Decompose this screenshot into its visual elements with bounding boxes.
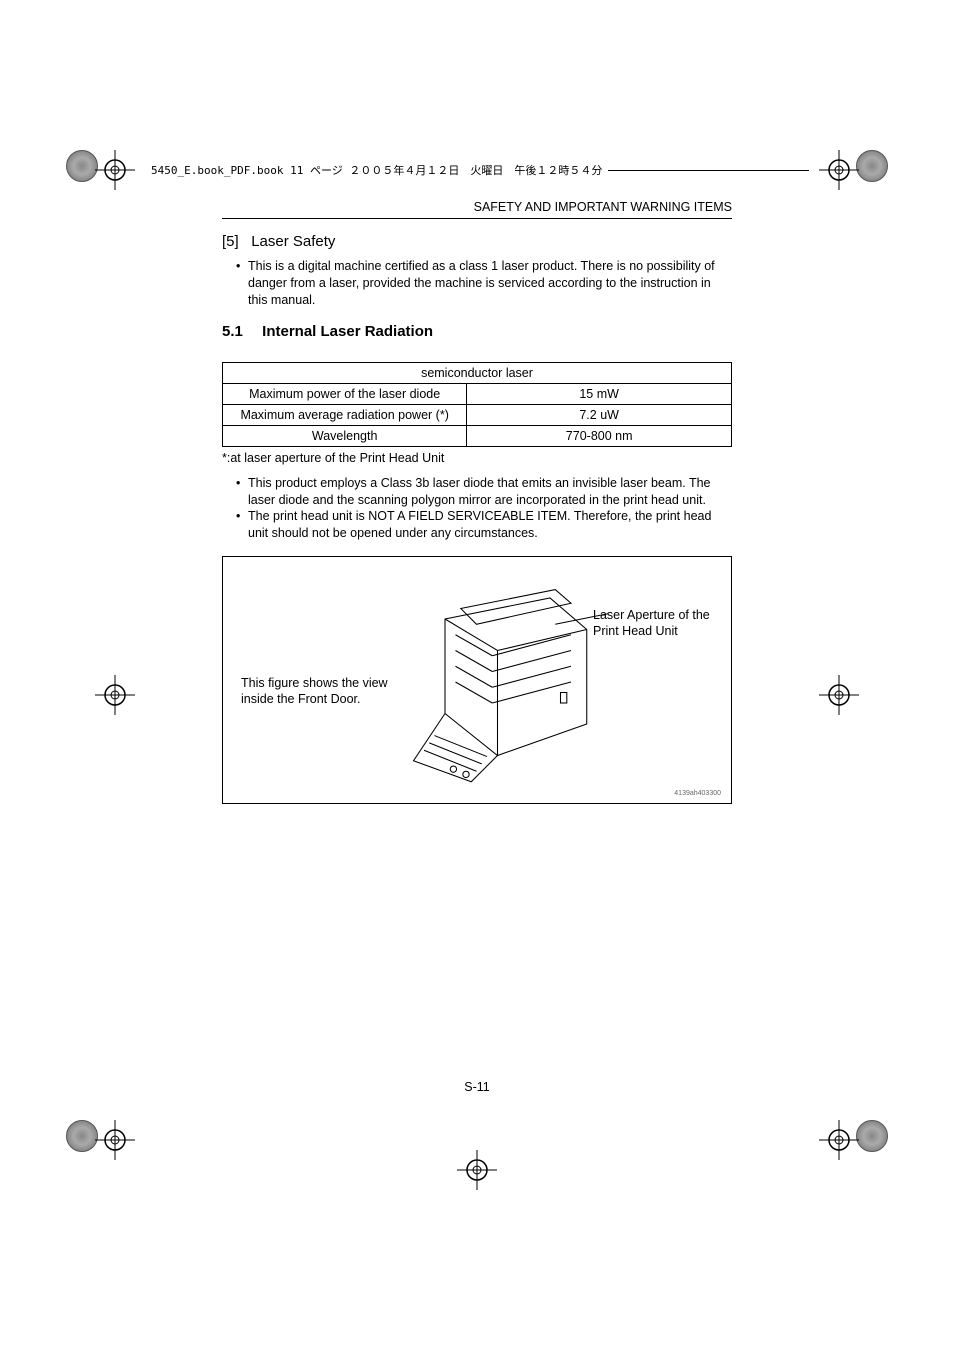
spec-table: semiconductor laser Maximum power of the… xyxy=(222,362,732,447)
table-footnote: *:at laser aperture of the Print Head Un… xyxy=(222,451,732,465)
table-row: Maximum average radiation power (*) 7.2 … xyxy=(223,404,732,425)
figure-container: This figure shows the view inside the Fr… xyxy=(222,556,732,804)
crop-corner-circle xyxy=(856,1120,888,1152)
crop-corner-circle xyxy=(66,1120,98,1152)
table-cell: 15 mW xyxy=(467,383,732,404)
subsection-title: Internal Laser Radiation xyxy=(262,323,433,340)
registration-mark-icon xyxy=(819,675,859,715)
table-cell: Maximum power of the laser diode xyxy=(223,383,467,404)
crop-corner-circle xyxy=(856,150,888,182)
page-number: S-11 xyxy=(222,1080,732,1094)
table-cell: 770-800 nm xyxy=(467,425,732,446)
running-header: SAFETY AND IMPORTANT WARNING ITEMS xyxy=(222,200,732,219)
registration-mark-icon xyxy=(819,150,859,190)
table-row: Maximum power of the laser diode 15 mW xyxy=(223,383,732,404)
registration-mark-icon xyxy=(95,150,135,190)
section-heading: [5] Laser Safety xyxy=(222,233,732,250)
registration-mark-icon xyxy=(819,1120,859,1160)
table-row: Wavelength 770-800 nm xyxy=(223,425,732,446)
body-bullet-list: This product employs a Class 3b laser di… xyxy=(236,475,732,543)
subsection-heading: 5.1 Internal Laser Radiation xyxy=(222,323,732,340)
figure-id: 4139ah403300 xyxy=(674,790,721,797)
page-content: SAFETY AND IMPORTANT WARNING ITEMS [5] L… xyxy=(222,200,732,804)
table-header: semiconductor laser xyxy=(223,362,732,383)
figure-caption-left: This figure shows the view inside the Fr… xyxy=(241,675,396,708)
header-strip-rule xyxy=(608,170,809,171)
table-cell: Wavelength xyxy=(223,425,467,446)
crop-corner-circle xyxy=(66,150,98,182)
header-strip-text: 5450_E.book_PDF.book 11 ページ ２００５年４月１２日 火… xyxy=(145,162,608,178)
table-cell: Maximum average radiation power (*) xyxy=(223,404,467,425)
subsection-number: 5.1 xyxy=(222,323,258,340)
section-title: Laser Safety xyxy=(251,233,335,250)
section-number: [5] xyxy=(222,233,239,250)
intro-bullet-list: This is a digital machine certified as a… xyxy=(236,258,732,309)
list-item: This is a digital machine certified as a… xyxy=(236,258,732,309)
table-row: semiconductor laser xyxy=(223,362,732,383)
document-header-strip: 5450_E.book_PDF.book 11 ページ ２００５年４月１２日 火… xyxy=(145,158,809,182)
printer-diagram-icon xyxy=(403,577,613,787)
registration-mark-icon xyxy=(95,1120,135,1160)
table-cell: 7.2 uW xyxy=(467,404,732,425)
registration-mark-icon xyxy=(95,675,135,715)
registration-mark-icon xyxy=(457,1150,497,1190)
list-item: The print head unit is NOT A FIELD SERVI… xyxy=(236,508,732,542)
list-item: This product employs a Class 3b laser di… xyxy=(236,475,732,509)
